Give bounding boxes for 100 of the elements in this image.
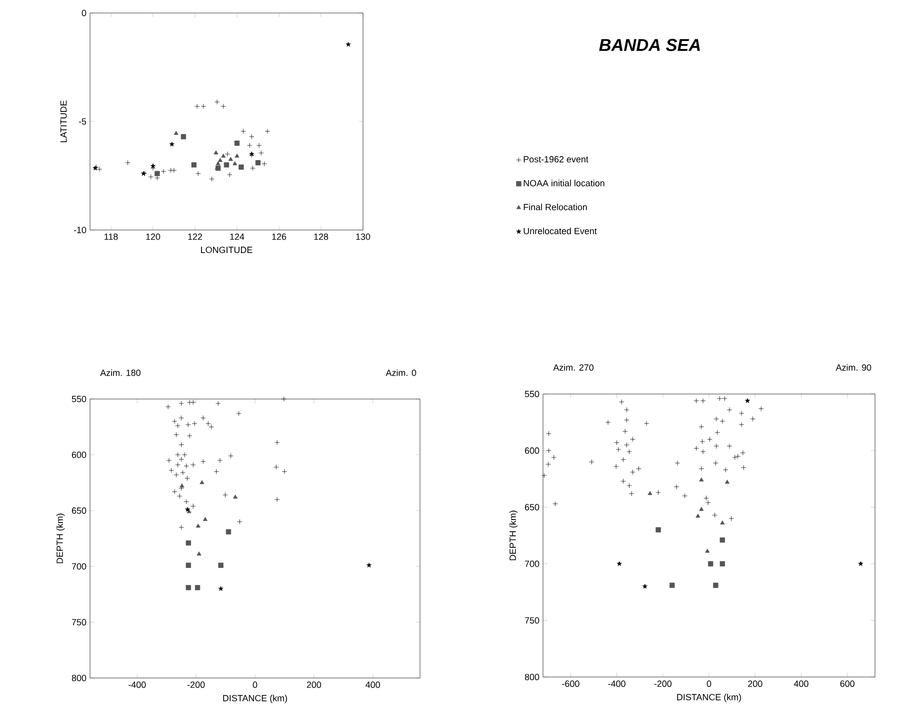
x-tick-label: 0 xyxy=(252,682,258,688)
point xyxy=(264,128,270,134)
point xyxy=(724,480,730,484)
point xyxy=(758,406,764,412)
point xyxy=(174,432,179,438)
point xyxy=(154,170,160,176)
point xyxy=(234,140,240,146)
x-tick-label: -600 xyxy=(562,680,580,687)
point xyxy=(178,400,184,406)
y-axis-title: DEPTH (km) xyxy=(56,514,65,564)
point xyxy=(542,472,547,478)
point xyxy=(656,490,661,496)
point xyxy=(620,478,626,484)
point xyxy=(154,175,160,181)
point xyxy=(187,433,192,438)
point xyxy=(714,430,720,436)
point xyxy=(184,499,189,504)
point xyxy=(699,506,704,511)
point xyxy=(656,527,661,532)
point xyxy=(202,516,208,521)
y-tick-label: 700 xyxy=(72,563,86,570)
point xyxy=(626,449,632,454)
point xyxy=(224,162,230,168)
point xyxy=(698,466,704,472)
point xyxy=(258,150,264,156)
point xyxy=(642,584,648,589)
point xyxy=(171,168,177,173)
point xyxy=(720,520,725,524)
point xyxy=(619,399,624,405)
point xyxy=(705,548,710,553)
x-tick-label: 120 xyxy=(146,234,160,240)
text: Azim. 0 xyxy=(386,369,416,376)
point xyxy=(670,582,675,588)
point xyxy=(726,407,732,412)
point xyxy=(214,150,218,154)
y-tick-label: 550 xyxy=(524,390,540,398)
point xyxy=(208,424,214,430)
point xyxy=(674,460,680,466)
point xyxy=(622,428,628,434)
x-tick-label: 130 xyxy=(356,234,370,240)
point xyxy=(628,491,634,496)
point xyxy=(218,562,224,568)
point xyxy=(175,462,180,468)
legend-label: Unrelocated Event xyxy=(524,228,597,234)
point xyxy=(190,400,196,405)
point xyxy=(720,561,725,566)
point xyxy=(546,462,551,467)
point xyxy=(174,472,179,478)
x-tick-label: 200 xyxy=(306,682,322,688)
y-axis-title: DEPTH (km) xyxy=(509,510,518,560)
point xyxy=(720,418,725,424)
point xyxy=(741,464,746,470)
point xyxy=(166,458,172,463)
legend-label: Post-1962 event xyxy=(524,156,588,162)
text: Azim. 180 xyxy=(100,369,140,376)
point xyxy=(194,104,200,109)
point xyxy=(626,483,632,488)
point xyxy=(250,166,256,171)
point xyxy=(176,494,182,499)
point xyxy=(221,154,226,158)
point xyxy=(644,420,650,426)
point xyxy=(700,438,705,444)
point xyxy=(192,420,198,426)
point xyxy=(750,416,756,422)
point xyxy=(255,160,261,166)
point xyxy=(281,396,286,402)
y-tick-label: 750 xyxy=(72,619,86,626)
y-tick-label: 650 xyxy=(524,504,540,510)
point xyxy=(274,496,280,502)
point xyxy=(723,467,728,472)
point xyxy=(546,448,552,454)
point xyxy=(551,454,556,460)
point xyxy=(226,529,232,534)
legend-label: NOAA initial location xyxy=(524,180,604,186)
point xyxy=(186,540,192,546)
text: Azim. 270 xyxy=(553,364,594,371)
point xyxy=(699,477,704,482)
point xyxy=(125,160,130,166)
point xyxy=(732,454,738,460)
point xyxy=(624,407,630,412)
point xyxy=(614,464,619,470)
y-tick-label: 600 xyxy=(72,452,86,458)
point xyxy=(168,168,174,173)
point xyxy=(214,99,220,105)
x-tick-label: 122 xyxy=(188,234,202,240)
point xyxy=(224,151,230,157)
point xyxy=(200,415,206,421)
point xyxy=(148,174,154,180)
point xyxy=(216,400,221,406)
x-tick-label: 118 xyxy=(104,234,118,240)
y-tick-label: -5 xyxy=(78,118,86,125)
point xyxy=(282,468,288,474)
point xyxy=(187,400,192,405)
point xyxy=(624,442,630,448)
point xyxy=(169,142,174,146)
point xyxy=(184,463,189,469)
x-axis-title: DISTANCE (km) xyxy=(677,694,741,702)
point xyxy=(237,519,242,524)
point xyxy=(185,506,190,512)
point xyxy=(714,416,719,422)
